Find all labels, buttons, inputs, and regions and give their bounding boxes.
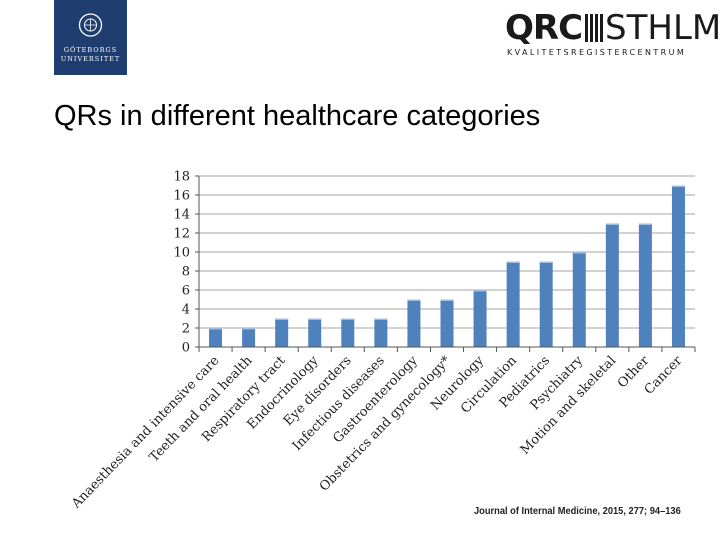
bar [308, 318, 322, 347]
university-logo: GÖTEBORGS UNIVERSITET [54, 0, 127, 75]
bar-highlight [374, 318, 388, 320]
y-tick-label: 10 [173, 246, 190, 261]
journal-citation: Journal of Internal Medicine, 2015, 277;… [474, 506, 681, 517]
bar-highlight [506, 261, 520, 263]
bar-highlight [473, 290, 487, 292]
y-tick-label: 6 [182, 284, 190, 299]
bar-highlight [308, 318, 322, 320]
y-tick-label: 8 [182, 265, 190, 280]
bar [638, 223, 652, 347]
qrc-bars-icon [585, 14, 604, 42]
bar-highlight [671, 185, 685, 187]
bar-highlight [638, 223, 652, 225]
bar [671, 185, 685, 347]
bar [341, 318, 355, 347]
bar-highlight [605, 223, 619, 225]
university-name-line2: UNIVERSITET [60, 55, 121, 63]
bar [407, 299, 421, 347]
y-tick-label: 0 [182, 341, 190, 356]
y-tick-label: 14 [173, 208, 190, 223]
bar [572, 252, 586, 347]
bar-highlight [275, 318, 289, 320]
bar-highlight [242, 328, 256, 330]
x-tick-label: Anaesthesia and intensive care [68, 353, 222, 512]
bar [440, 299, 454, 347]
slide-title: QRs in different healthcare categories [54, 100, 541, 132]
bar-highlight [539, 261, 553, 263]
bar-highlight [572, 252, 586, 254]
qrc-logo-bold-text: QRC [505, 8, 583, 48]
bar-highlight [407, 299, 421, 301]
bar [506, 261, 520, 347]
y-tick-label: 12 [173, 227, 190, 242]
bar [209, 328, 223, 347]
qrc-sthlm-logo: QRC STHLM KVALITETSREGISTERCENTRUM [505, 8, 720, 68]
bar [605, 223, 619, 347]
y-tick-label: 2 [182, 322, 190, 337]
university-crest-icon [78, 13, 103, 37]
y-tick-label: 18 [173, 170, 190, 185]
bar [539, 261, 553, 347]
y-tick-label: 4 [182, 303, 190, 318]
bar [242, 328, 256, 347]
bar-highlight [209, 328, 223, 330]
qrc-logo-subtitle: KVALITETSREGISTERCENTRUM [507, 48, 687, 57]
y-tick-label: 16 [173, 189, 190, 204]
bar [473, 290, 487, 347]
bar-highlight [440, 299, 454, 301]
university-name-line1: GÖTEBORGS [63, 46, 118, 54]
bar-highlight [341, 318, 355, 320]
bar [275, 318, 289, 347]
qrc-logo-thin-text: STHLM [605, 8, 720, 48]
x-tick-label: Cancer [642, 353, 686, 398]
bar [374, 318, 388, 347]
